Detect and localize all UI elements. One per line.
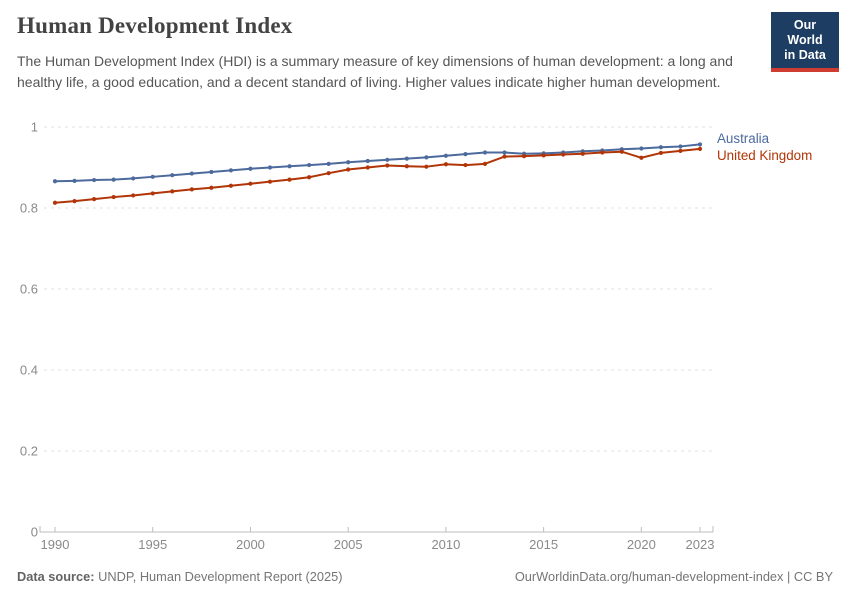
x-tick-label: 2015: [529, 537, 558, 552]
data-point-australia-2022[interactable]: [678, 144, 683, 149]
data-point-united-kingdom-1992[interactable]: [91, 196, 97, 202]
x-tick-label: 2023: [686, 537, 715, 552]
data-point-united-kingdom-1994[interactable]: [131, 193, 136, 198]
data-point-australia-2006[interactable]: [365, 158, 370, 164]
data-point-united-kingdom-2000[interactable]: [248, 181, 253, 186]
data-point-united-kingdom-2018[interactable]: [600, 150, 605, 155]
data-point-united-kingdom-2017[interactable]: [580, 151, 585, 156]
data-point-australia-1996[interactable]: [170, 173, 175, 178]
data-point-united-kingdom-2013[interactable]: [502, 154, 507, 159]
data-point-australia-2010[interactable]: [443, 153, 449, 158]
data-point-united-kingdom-2007[interactable]: [385, 163, 390, 168]
data-point-australia-2007[interactable]: [385, 157, 390, 162]
y-tick-label: 1: [31, 120, 38, 135]
data-point-united-kingdom-2021[interactable]: [658, 150, 664, 156]
y-tick-label: 0.4: [20, 363, 38, 378]
data-point-united-kingdom-1993[interactable]: [111, 194, 116, 200]
data-point-united-kingdom-2005[interactable]: [346, 167, 351, 172]
owid-logo-line2: in Data: [784, 48, 826, 62]
data-point-australia-2013[interactable]: [502, 150, 507, 155]
x-tick-label: 1995: [138, 537, 167, 552]
owid-logo-line1: Our World: [787, 18, 823, 47]
data-point-united-kingdom-2011[interactable]: [463, 162, 468, 168]
data-point-united-kingdom-2020[interactable]: [639, 155, 644, 160]
y-tick-label: 0.8: [20, 201, 38, 216]
data-point-australia-2009[interactable]: [424, 155, 429, 160]
page-title: Human Development Index: [17, 13, 293, 38]
data-point-united-kingdom-1998[interactable]: [209, 185, 214, 190]
series-line-united-kingdom[interactable]: [54, 147, 701, 204]
data-source-label: Data source:: [17, 569, 95, 584]
data-point-united-kingdom-2001[interactable]: [267, 179, 273, 184]
data-point-united-kingdom-2019[interactable]: [619, 149, 624, 154]
data-point-australia-2011[interactable]: [463, 152, 468, 157]
data-point-australia-2008[interactable]: [404, 156, 409, 161]
owid-logo-text: Our World in Data: [771, 12, 839, 68]
data-point-united-kingdom-1995[interactable]: [150, 191, 155, 196]
data-point-united-kingdom-2010[interactable]: [443, 162, 449, 167]
y-tick-label: 0: [31, 525, 38, 540]
owid-logo-accent-bar: [771, 68, 839, 72]
credit-link[interactable]: OurWorldinData.org/human-development-ind…: [514, 569, 833, 584]
x-tick-label: 2020: [627, 537, 656, 552]
legend-label-australia[interactable]: Australia: [717, 131, 770, 146]
data-point-australia-2003[interactable]: [306, 162, 312, 168]
series-line-australia[interactable]: [54, 143, 701, 183]
x-tick-label: 1990: [41, 537, 70, 552]
data-point-australia-2005[interactable]: [346, 160, 351, 165]
data-point-united-kingdom-2022[interactable]: [678, 148, 683, 153]
data-point-united-kingdom-1996[interactable]: [170, 189, 175, 194]
data-point-united-kingdom-1999[interactable]: [228, 183, 234, 188]
chart-subtitle: The Human Development Index (HDI) is a s…: [17, 53, 733, 90]
owid-logo[interactable]: Our World in Data: [771, 12, 839, 72]
data-point-australia-2000[interactable]: [248, 166, 253, 171]
x-tick-label: 2000: [236, 537, 265, 552]
data-point-australia-2002[interactable]: [287, 164, 292, 169]
data-source-note: Data source: UNDP, Human Development Rep…: [17, 569, 343, 584]
data-point-australia-1994[interactable]: [131, 176, 136, 181]
y-tick-label: 0.6: [20, 282, 38, 297]
data-point-australia-2021[interactable]: [658, 145, 664, 150]
data-point-united-kingdom-2004[interactable]: [326, 171, 331, 176]
data-point-united-kingdom-2002[interactable]: [287, 177, 292, 182]
x-tick-label: 2005: [334, 537, 363, 552]
data-point-united-kingdom-1990[interactable]: [52, 200, 58, 205]
data-point-united-kingdom-2023[interactable]: [697, 146, 703, 151]
data-point-united-kingdom-2008[interactable]: [404, 164, 409, 169]
data-point-australia-2023[interactable]: [697, 142, 703, 147]
data-point-australia-1999[interactable]: [228, 168, 234, 173]
data-point-australia-1995[interactable]: [150, 174, 155, 179]
data-point-australia-2012[interactable]: [482, 150, 488, 155]
data-point-united-kingdom-2016[interactable]: [561, 152, 566, 157]
data-point-australia-2004[interactable]: [326, 161, 331, 166]
data-point-united-kingdom-1997[interactable]: [189, 187, 194, 192]
data-point-australia-2001[interactable]: [267, 165, 273, 170]
y-tick-label: 0.2: [20, 444, 38, 459]
data-point-australia-1991[interactable]: [72, 178, 77, 183]
data-point-united-kingdom-2009[interactable]: [424, 164, 429, 169]
data-point-united-kingdom-1991[interactable]: [72, 199, 77, 204]
data-point-australia-1990[interactable]: [52, 179, 58, 184]
data-point-united-kingdom-2003[interactable]: [306, 175, 312, 180]
data-point-australia-1992[interactable]: [91, 177, 97, 183]
data-point-australia-1998[interactable]: [209, 169, 214, 175]
data-point-united-kingdom-2014[interactable]: [521, 154, 527, 159]
data-point-australia-2020[interactable]: [639, 146, 644, 151]
data-point-united-kingdom-2015[interactable]: [541, 153, 546, 158]
data-point-united-kingdom-2006[interactable]: [365, 165, 370, 170]
data-point-australia-1997[interactable]: [189, 171, 194, 176]
data-point-united-kingdom-2012[interactable]: [482, 161, 488, 166]
legend-label-united-kingdom[interactable]: United Kingdom: [717, 148, 813, 163]
data-point-australia-1993[interactable]: [111, 177, 116, 182]
x-tick-label: 2010: [431, 537, 460, 552]
data-source-text: UNDP, Human Development Report (2025): [98, 569, 343, 584]
